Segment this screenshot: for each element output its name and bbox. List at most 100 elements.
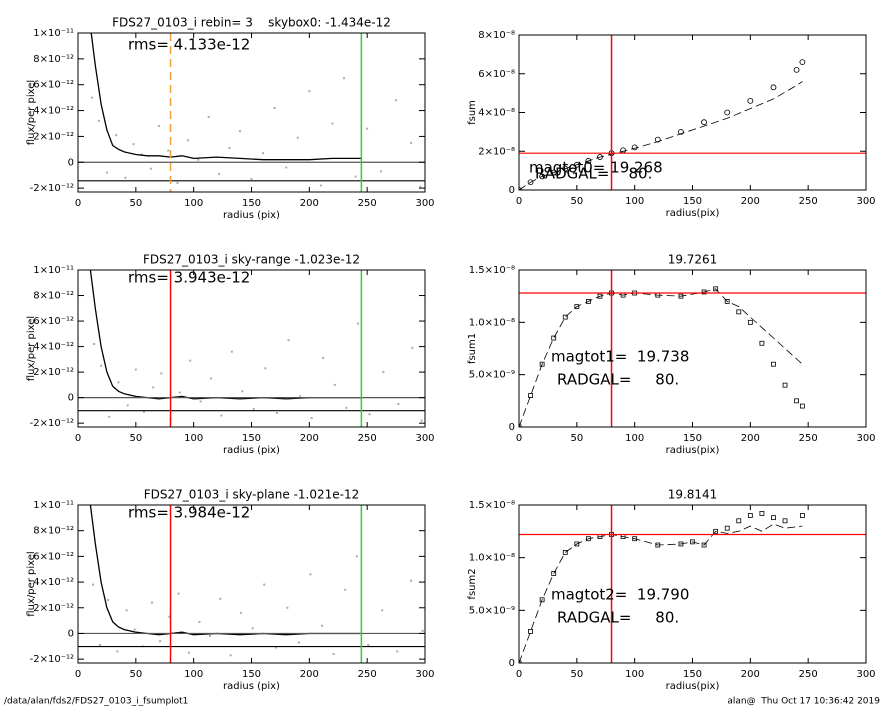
x-tick-label: 100: [625, 669, 644, 680]
pixel-point: [168, 615, 171, 618]
pixel-point: [381, 609, 384, 612]
x-tick-label: 250: [358, 433, 377, 444]
y-tick-label: 5.0×10⁻⁹: [469, 370, 515, 381]
x-tick-label: 300: [856, 669, 875, 680]
pixel-point: [228, 147, 231, 150]
square-point: [782, 382, 788, 388]
pixel-point: [116, 650, 119, 653]
pixel-point: [100, 364, 103, 367]
pixel-point: [332, 653, 335, 656]
annotation: RADGAL= 80.: [557, 609, 679, 627]
x-tick-label: 250: [799, 433, 818, 444]
x-axis-label: radius(pix): [666, 681, 720, 692]
y-tick-label: 1×10⁻¹¹: [33, 500, 74, 511]
dashed-line: [519, 523, 803, 663]
pixel-point: [421, 629, 424, 632]
pixel-point: [297, 641, 300, 644]
square-point: [794, 398, 799, 404]
square-point: [539, 597, 545, 603]
y-tick-label: 8×10⁻¹²: [33, 291, 74, 302]
plot-area: [78, 270, 425, 427]
circle-point: [654, 136, 661, 143]
x-tick-label: 0: [75, 198, 81, 209]
circle-point: [539, 173, 546, 180]
pixel-point: [241, 390, 244, 393]
square-point: [747, 513, 753, 518]
circle-point: [527, 179, 534, 186]
pixel-point: [126, 404, 129, 407]
y-tick-label: 5.0×10⁻⁹: [469, 605, 515, 616]
dashed-line: [519, 288, 803, 427]
pixel-point: [159, 640, 162, 643]
circle-point: [793, 66, 800, 73]
x-tick-label: 50: [570, 196, 583, 207]
x-tick-label: 100: [184, 669, 203, 680]
pixel-point: [343, 77, 346, 80]
x-axis-label: radius (pix): [223, 445, 280, 456]
panel: 0 50 100 150 200 250 300 0 5.0×10⁻⁹ 1.0×10⁻⁸ 1.5×1…: [467, 488, 876, 693]
profile-line: [89, 505, 362, 636]
pixel-point: [167, 149, 170, 152]
pixel-point: [152, 386, 155, 389]
pixel-point: [252, 408, 255, 411]
pixel-point: [229, 654, 232, 657]
pixel-point: [98, 644, 101, 647]
y-tick-label: 4×10⁻¹²: [33, 342, 74, 353]
pixel-point: [263, 583, 266, 586]
x-tick-label: 250: [799, 669, 818, 680]
x-tick-label: 300: [415, 433, 434, 444]
annotation: rms= 3.984e-12: [128, 504, 250, 522]
y-tick-label: 8×10⁻¹²: [33, 54, 74, 65]
pixel-point: [92, 583, 95, 586]
pixel-point: [382, 371, 385, 374]
pixel-point: [395, 99, 398, 102]
pixel-point: [273, 106, 276, 109]
pixel-point: [160, 372, 163, 375]
x-tick-label: 300: [415, 669, 434, 680]
pixel-point: [354, 175, 357, 178]
y-tick-label: 1.0×10⁻⁸: [469, 553, 515, 564]
x-tick-label: 50: [129, 198, 142, 209]
x-tick-label: 200: [741, 433, 760, 444]
y-tick-label: 1.5×10⁻⁸: [469, 265, 515, 276]
x-tick-label: 100: [625, 433, 644, 444]
pixel-point: [97, 119, 100, 122]
x-tick-label: 250: [358, 198, 377, 209]
square-point: [713, 528, 719, 534]
pixel-point: [142, 410, 145, 413]
pixel-point: [333, 383, 336, 386]
x-axis-label: radius(pix): [666, 208, 720, 219]
pixel-point: [287, 339, 290, 342]
annotation: magtot1= 19.738: [551, 348, 689, 366]
pixel-point: [149, 167, 152, 170]
square-point: [690, 539, 695, 545]
plot-area: [519, 270, 866, 427]
x-tick-label: 0: [516, 196, 522, 207]
square-point: [562, 314, 568, 320]
y-tick-label: -2×10⁻¹²: [30, 654, 74, 665]
pixel-point: [90, 96, 93, 99]
pixel-point: [189, 359, 192, 362]
square-point: [724, 525, 730, 531]
pixel-point: [151, 601, 154, 604]
x-tick-label: 150: [242, 669, 261, 680]
y-tick-label: 6×10⁻¹²: [33, 316, 74, 327]
pixel-point: [366, 127, 369, 130]
square-point: [724, 298, 730, 304]
square-point: [759, 340, 765, 346]
pixel-point: [176, 181, 179, 184]
x-tick-label: 50: [129, 669, 142, 680]
pixel-point: [93, 343, 96, 346]
x-tick-label: 150: [683, 196, 702, 207]
pixel-point: [251, 627, 254, 630]
pixel-point: [178, 391, 181, 394]
circle-point: [550, 169, 557, 176]
y-tick-label: 4×10⁻⁸: [478, 108, 515, 119]
y-tick-label: 0: [509, 185, 515, 196]
x-tick-label: 250: [358, 669, 377, 680]
y-tick-label: 1.5×10⁻⁸: [469, 500, 515, 511]
pixel-point: [322, 357, 325, 360]
x-tick-label: 200: [300, 669, 319, 680]
square-point: [551, 571, 557, 576]
